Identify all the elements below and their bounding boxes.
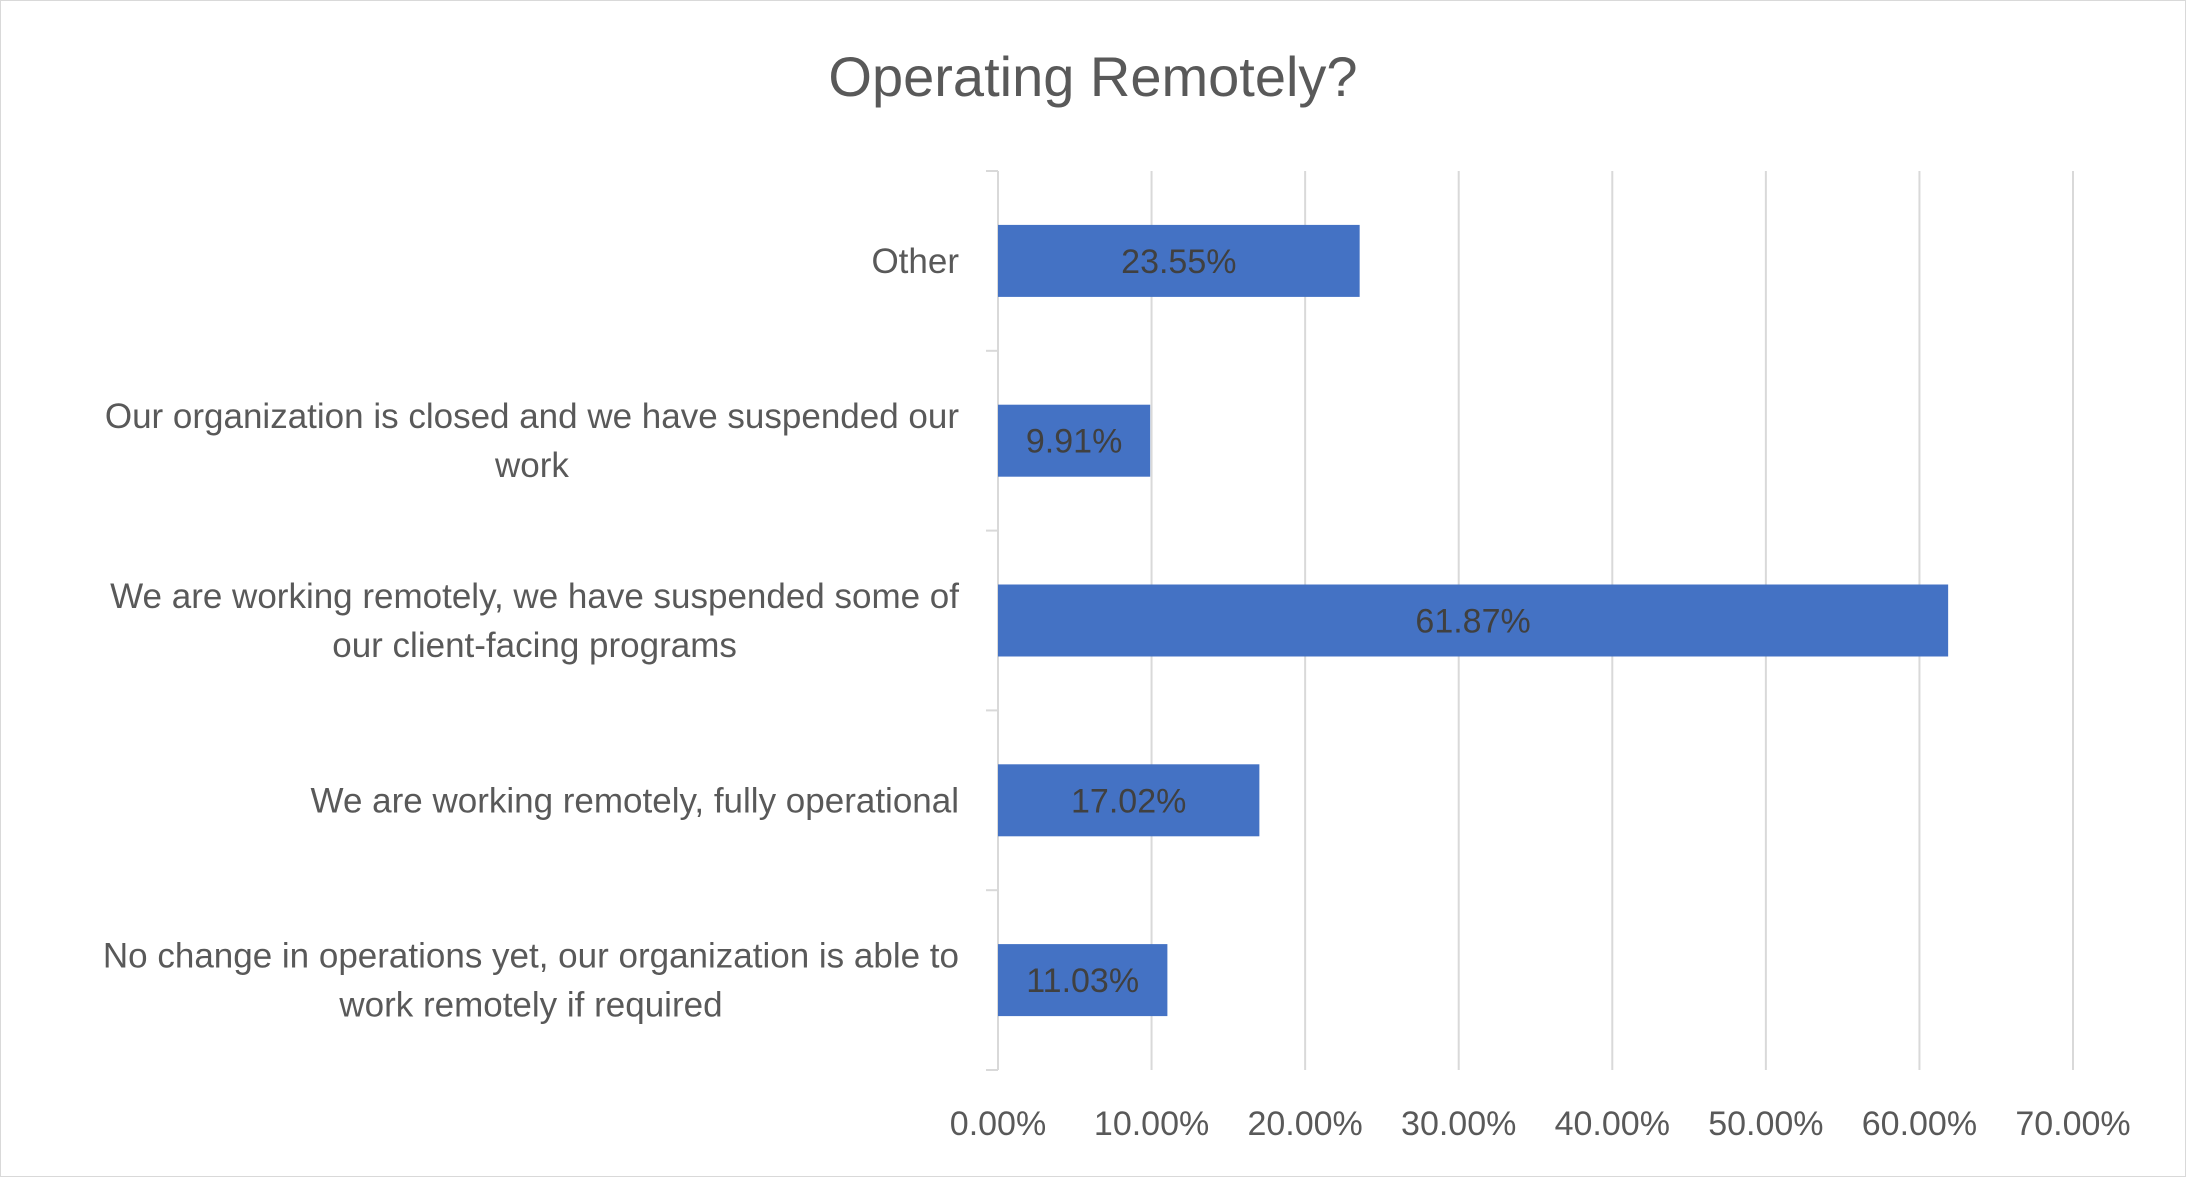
bar-data-label: 9.91% bbox=[1026, 423, 1122, 461]
category-label-line: We are working remotely, we have suspend… bbox=[110, 577, 959, 616]
x-tick-label: 50.00% bbox=[1708, 1105, 1823, 1143]
category-label: We are working remotely, fully operation… bbox=[311, 781, 959, 820]
bar bbox=[998, 584, 1949, 657]
category-label: Our organization is closed and we have s… bbox=[105, 397, 959, 485]
x-tick-label: 0.00% bbox=[950, 1105, 1046, 1143]
x-tick-label: 70.00% bbox=[2015, 1105, 2130, 1143]
x-tick-label: 10.00% bbox=[1094, 1105, 1209, 1143]
x-tick-label: 30.00% bbox=[1401, 1105, 1516, 1143]
category-label-line: Our organization is closed and we have s… bbox=[105, 397, 959, 436]
x-tick-label: 60.00% bbox=[1862, 1105, 1977, 1143]
category-axis bbox=[986, 170, 999, 1071]
category-labels: Other Our organization is closed and we h… bbox=[103, 242, 959, 1025]
chart-title: Operating Remotely? bbox=[828, 45, 1357, 108]
category-label-line: our client-facing programs bbox=[332, 626, 737, 665]
bar bbox=[998, 764, 1260, 837]
bar bbox=[998, 944, 1168, 1017]
x-axis-tick-labels: 0.00% 10.00% 20.00% 30.00% 40.00% 50.00% 60.00… bbox=[950, 1105, 2131, 1143]
bar-data-label: 61.87% bbox=[1415, 603, 1530, 641]
category-label-line: Other bbox=[871, 242, 959, 281]
bar bbox=[998, 224, 1360, 297]
category-label-line: work bbox=[494, 446, 569, 485]
data-labels: 23.55% 9.91% 61.87% 17.02% 11.03% bbox=[1026, 243, 1531, 1000]
bar-data-label: 17.02% bbox=[1071, 782, 1186, 820]
category-label-line: We are working remotely, fully operation… bbox=[311, 781, 959, 820]
bar-data-label: 23.55% bbox=[1121, 243, 1236, 281]
category-label: No change in operations yet, our organiz… bbox=[103, 937, 959, 1025]
bar-data-label: 11.03% bbox=[1026, 962, 1139, 1000]
category-label: We are working remotely, we have suspend… bbox=[110, 577, 959, 665]
x-tick-label: 20.00% bbox=[1247, 1105, 1362, 1143]
category-label-line: No change in operations yet, our organiz… bbox=[103, 937, 959, 976]
bars bbox=[998, 224, 1949, 1017]
category-label-line: work remotely if required bbox=[338, 986, 722, 1025]
bar bbox=[998, 404, 1151, 477]
x-tick-label: 40.00% bbox=[1555, 1105, 1670, 1143]
category-label: Other bbox=[871, 242, 959, 281]
